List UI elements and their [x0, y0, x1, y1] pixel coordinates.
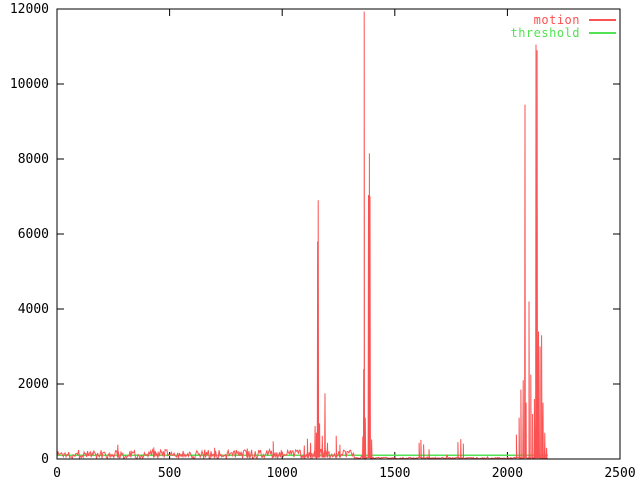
y-tick-label-10000: 10000 [10, 77, 49, 92]
legend: motion threshold [510, 13, 616, 40]
x-tick-label-1000: 1000 [267, 466, 298, 480]
legend-item-threshold: threshold [510, 26, 616, 40]
y-tick-label-0: 0 [41, 452, 49, 467]
x-tick-label-2500: 2500 [604, 466, 635, 480]
y-tick-label-12000: 12000 [10, 2, 49, 17]
legend-label-threshold: threshold [510, 26, 580, 40]
x-tick-label-0: 0 [53, 466, 61, 480]
x-tick-label-1500: 1500 [379, 466, 410, 480]
legend-label-motion: motion [533, 13, 580, 27]
x-tick-label-2000: 2000 [492, 466, 523, 480]
legend-item-motion: motion [510, 13, 616, 27]
motion-series-line [56, 11, 549, 461]
threshold-line-sample-icon [589, 32, 616, 34]
y-tick-label-8000: 8000 [18, 152, 49, 167]
x-tick-label-500: 500 [158, 466, 181, 480]
y-tick-label-6000: 6000 [18, 227, 49, 242]
y-tick-label-4000: 4000 [18, 302, 49, 317]
plot-border [56, 8, 621, 460]
motion-line-sample-icon [589, 19, 616, 21]
y-tick-label-2000: 2000 [18, 377, 49, 392]
